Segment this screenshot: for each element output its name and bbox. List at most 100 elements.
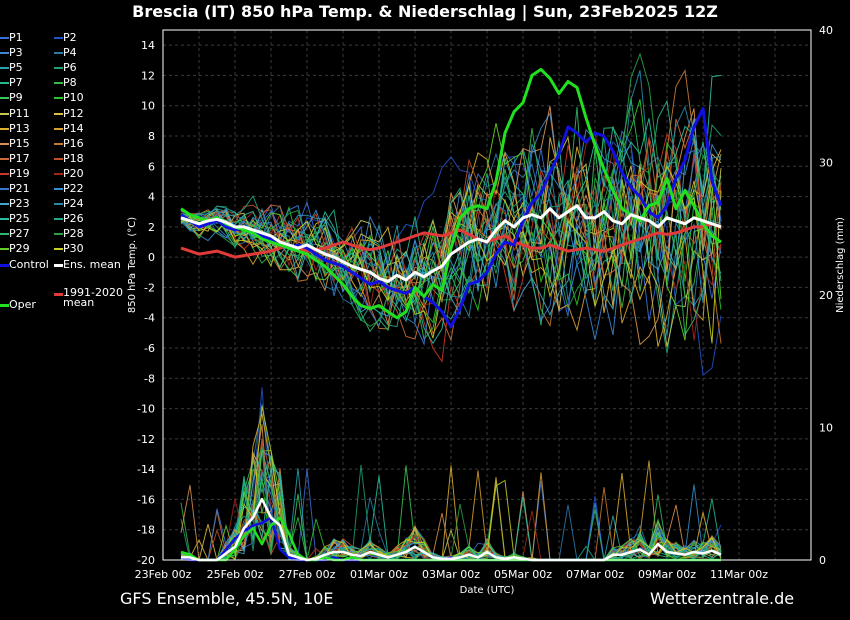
legend-label: P2 bbox=[63, 31, 77, 44]
member-temperature-line bbox=[180, 98, 722, 337]
ens-mean-temperature-line bbox=[180, 204, 722, 283]
legend-swatch bbox=[54, 293, 63, 296]
legend-label: P30 bbox=[63, 242, 84, 256]
legend-label: P8 bbox=[63, 76, 77, 90]
x-tick-label: 11Mar 00z bbox=[710, 568, 768, 581]
legend-label: P24 bbox=[63, 197, 84, 211]
legend-swatch bbox=[54, 52, 63, 55]
y-tick-label: 10 bbox=[141, 100, 155, 113]
control-temperature-line bbox=[180, 107, 723, 329]
x-tick-label: 03Mar 00z bbox=[422, 568, 480, 581]
x-tick-label: 07Mar 00z bbox=[566, 568, 624, 581]
legend-swatch bbox=[54, 172, 63, 175]
legend-label: P9 bbox=[9, 91, 23, 105]
x-axis-label: Date (UTC) bbox=[460, 585, 515, 596]
x-tick-label: 09Mar 00z bbox=[638, 568, 696, 581]
member-precipitation-line bbox=[180, 450, 722, 561]
legend-swatch bbox=[0, 172, 9, 175]
y2-tick-label: 10 bbox=[819, 422, 833, 435]
member-temperature-line bbox=[180, 74, 722, 345]
x-tick-label: 01Mar 00z bbox=[350, 568, 408, 581]
legend-swatch bbox=[0, 264, 9, 267]
legend-swatch bbox=[0, 82, 9, 85]
legend-label: P15 bbox=[9, 136, 30, 150]
y-tick-label: 6 bbox=[148, 160, 155, 173]
legend-swatch bbox=[54, 248, 63, 251]
legend-label: Oper bbox=[9, 298, 36, 311]
legend-label: P19 bbox=[9, 166, 30, 180]
model-info: GFS Ensemble, 45.5N, 10E bbox=[120, 589, 334, 608]
legend-swatch bbox=[0, 52, 9, 55]
legend-swatch bbox=[54, 157, 63, 160]
legend-swatch bbox=[54, 264, 63, 267]
member-temperature-line bbox=[180, 110, 722, 343]
legend-label: P3 bbox=[9, 46, 23, 60]
legend-swatch bbox=[54, 82, 63, 85]
legend-label: P23 bbox=[9, 197, 30, 211]
legend-swatch bbox=[54, 188, 63, 190]
legend-label: P25 bbox=[9, 212, 30, 226]
legend-label: P28 bbox=[63, 227, 84, 241]
legend-label: P14 bbox=[63, 121, 84, 135]
y-tick-label: -4 bbox=[144, 312, 155, 325]
legend-swatch bbox=[0, 218, 9, 221]
y-tick-label: 12 bbox=[141, 69, 155, 82]
legend-swatch bbox=[54, 37, 63, 39]
legend-swatch bbox=[54, 112, 63, 115]
y-tick-label: 14 bbox=[141, 39, 155, 52]
legend-label: P11 bbox=[9, 106, 30, 120]
y2-tick-label: 20 bbox=[819, 289, 833, 302]
legend-label: Control bbox=[9, 258, 49, 271]
x-tick-label: 25Feb 00z bbox=[207, 568, 264, 581]
legend-label: P17 bbox=[9, 151, 30, 165]
legend-label: P6 bbox=[63, 61, 77, 75]
y2-tick-label: 30 bbox=[819, 157, 833, 170]
y-tick-label: -16 bbox=[137, 493, 155, 506]
legend-label: P22 bbox=[63, 182, 84, 195]
y-tick-label: -14 bbox=[137, 463, 155, 476]
y2-tick-label: 0 bbox=[819, 554, 826, 567]
legend: P1 P2 P3 P4 P5 P6 P7 P8 P9 P10 P11 P12 P13 P14 P15 P16 P… bbox=[0, 32, 135, 322]
legend-label: Ens. mean bbox=[63, 258, 121, 271]
legend-swatch bbox=[54, 203, 63, 206]
y-tick-label: -2 bbox=[144, 281, 155, 294]
chart-title: Brescia (IT) 850 hPa Temp. & Niederschla… bbox=[132, 2, 718, 21]
legend-swatch bbox=[0, 127, 9, 130]
legend-swatch bbox=[0, 142, 9, 145]
legend-swatch bbox=[0, 37, 9, 39]
y-tick-label: -10 bbox=[137, 403, 155, 416]
legend-swatch bbox=[54, 218, 63, 221]
y-tick-label: -20 bbox=[137, 554, 155, 567]
legend-swatch bbox=[54, 127, 63, 130]
legend-label: P10 bbox=[63, 91, 84, 105]
legend-label: P26 bbox=[63, 212, 84, 226]
y-tick-label: -18 bbox=[137, 524, 155, 537]
legend-label: P1 bbox=[9, 31, 23, 44]
legend-label: 1991-2020 mean bbox=[63, 286, 123, 309]
y2-tick-label: 40 bbox=[819, 24, 833, 37]
legend-swatch bbox=[0, 97, 9, 100]
y-tick-label: -12 bbox=[137, 433, 155, 446]
member-temperature-line bbox=[180, 133, 722, 363]
x-tick-label: 23Feb 00z bbox=[135, 568, 192, 581]
legend-swatch bbox=[0, 67, 9, 70]
legend-swatch bbox=[0, 188, 9, 190]
ens-mean-precipitation-line bbox=[181, 497, 722, 562]
legend-label: P7 bbox=[9, 76, 23, 90]
legend-swatch bbox=[54, 233, 63, 236]
y-tick-label: 8 bbox=[148, 130, 155, 143]
x-tick-label: 05Mar 00z bbox=[494, 568, 552, 581]
x-tick-label: 27Feb 00z bbox=[279, 568, 336, 581]
y-tick-label: 0 bbox=[148, 251, 155, 264]
y2-axis-label: Niederschlag (mm) bbox=[835, 217, 846, 313]
legend-label: P27 bbox=[9, 227, 30, 241]
y-tick-label: 4 bbox=[148, 191, 155, 204]
y-tick-label: -8 bbox=[144, 372, 155, 385]
legend-label: P18 bbox=[63, 151, 84, 165]
legend-label: P16 bbox=[63, 136, 84, 150]
y-axis-label: 850 hPa Temp. (°C) bbox=[127, 217, 138, 313]
legend-label: P13 bbox=[9, 121, 30, 135]
y-tick-label: 2 bbox=[148, 221, 155, 234]
legend-label: P21 bbox=[9, 182, 30, 195]
